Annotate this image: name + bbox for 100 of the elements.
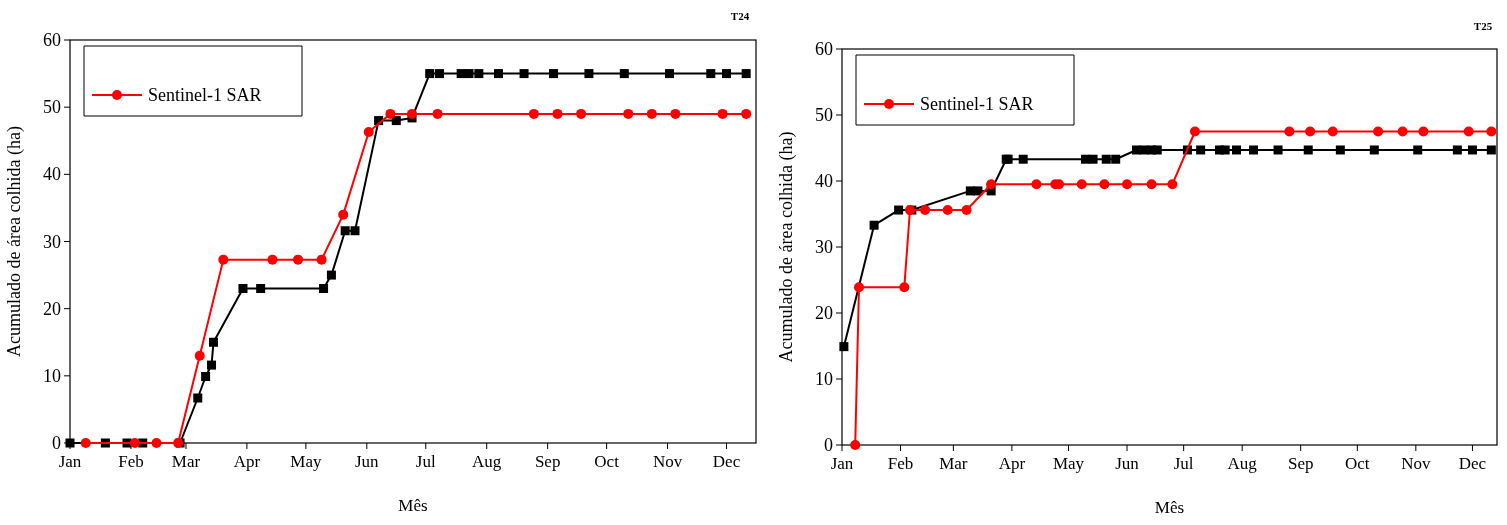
point bbox=[1167, 179, 1178, 190]
x-tick-label: May bbox=[1052, 454, 1085, 473]
x-tick-label: Apr bbox=[998, 454, 1026, 473]
point bbox=[1088, 154, 1098, 164]
y-tick-label: 40 bbox=[815, 171, 833, 191]
point bbox=[208, 337, 218, 347]
y-tick-label: 30 bbox=[43, 231, 61, 252]
x-tick-label: Oct bbox=[1345, 454, 1370, 473]
point bbox=[238, 284, 248, 294]
point bbox=[1369, 145, 1379, 155]
legend-label: Sentinel-1 SAR bbox=[148, 85, 262, 105]
point bbox=[942, 205, 953, 216]
x-tick-label: Jan bbox=[58, 452, 82, 471]
point bbox=[584, 69, 594, 79]
y-tick-label: 20 bbox=[43, 298, 61, 319]
point bbox=[1303, 145, 1313, 155]
x-tick-label: Dec bbox=[712, 452, 741, 471]
point bbox=[151, 438, 162, 448]
point bbox=[1452, 145, 1462, 155]
point bbox=[850, 440, 861, 450]
point bbox=[706, 69, 716, 79]
point bbox=[986, 179, 997, 190]
point bbox=[201, 372, 211, 382]
point bbox=[1189, 126, 1200, 137]
y-tick-label: 40 bbox=[43, 164, 61, 185]
point bbox=[619, 69, 629, 79]
point bbox=[1018, 154, 1028, 164]
point bbox=[1249, 145, 1258, 155]
point bbox=[646, 108, 657, 119]
point bbox=[494, 69, 503, 79]
point bbox=[1273, 145, 1283, 155]
point bbox=[1413, 145, 1423, 155]
x-tick-label: Mar bbox=[171, 452, 201, 471]
point bbox=[839, 342, 849, 352]
y-axis-title: Acumulado de área colhida (ha) bbox=[776, 131, 797, 363]
x-tick-label: Dec bbox=[1458, 454, 1487, 473]
point bbox=[391, 116, 401, 126]
y-tick-label: 10 bbox=[43, 365, 61, 386]
y-tick-label: 20 bbox=[815, 303, 833, 323]
point bbox=[665, 69, 675, 79]
point bbox=[894, 205, 904, 215]
x-tick-label: Apr bbox=[233, 452, 261, 471]
point bbox=[722, 69, 732, 79]
x-tick-label: Aug bbox=[1227, 454, 1258, 473]
point bbox=[340, 226, 350, 236]
point bbox=[363, 127, 374, 138]
y-tick-label: 0 bbox=[52, 433, 61, 453]
x-tick-label: Jul bbox=[1173, 454, 1194, 473]
point bbox=[853, 282, 864, 293]
x-tick-label: Feb bbox=[887, 454, 914, 473]
x-axis-title: Mês bbox=[1154, 498, 1185, 517]
point bbox=[267, 254, 278, 265]
x-tick-label: Oct bbox=[594, 452, 620, 471]
point bbox=[1220, 145, 1230, 155]
legend-label: Sentinel-1 SAR bbox=[920, 94, 1034, 114]
y-axis-title: Acumulado de área colhida (ha) bbox=[4, 126, 25, 357]
point bbox=[193, 393, 203, 403]
point bbox=[316, 254, 327, 265]
point bbox=[319, 284, 329, 294]
y-tick-label: 0 bbox=[824, 435, 833, 455]
point bbox=[519, 69, 529, 79]
point bbox=[1146, 179, 1157, 190]
point bbox=[552, 108, 563, 119]
point bbox=[1111, 154, 1121, 164]
point bbox=[407, 108, 418, 119]
x-tick-label: Jan bbox=[830, 454, 854, 473]
point bbox=[920, 205, 931, 216]
point bbox=[474, 69, 484, 79]
point bbox=[1486, 145, 1496, 155]
point bbox=[385, 108, 396, 119]
point bbox=[741, 108, 752, 119]
point bbox=[218, 254, 229, 265]
y-tick-label: 50 bbox=[815, 105, 833, 125]
point bbox=[194, 350, 205, 361]
point bbox=[1467, 145, 1477, 155]
y-tick-label: 10 bbox=[815, 369, 833, 389]
point bbox=[80, 438, 91, 448]
x-tick-label: May bbox=[290, 452, 322, 471]
point bbox=[973, 186, 983, 196]
point bbox=[1099, 179, 1110, 190]
y-tick-label: 60 bbox=[815, 39, 833, 59]
point bbox=[1463, 126, 1474, 137]
point bbox=[338, 209, 349, 220]
point bbox=[1418, 126, 1429, 137]
point bbox=[432, 108, 443, 119]
y-tick-label: 30 bbox=[815, 237, 833, 257]
point bbox=[1076, 179, 1087, 190]
point bbox=[256, 284, 266, 294]
point bbox=[1335, 145, 1345, 155]
x-axis-title: Mês bbox=[398, 496, 428, 515]
point bbox=[464, 69, 474, 79]
point bbox=[1373, 126, 1384, 137]
point bbox=[435, 69, 445, 79]
chart-title: T24 bbox=[730, 10, 750, 22]
point bbox=[1196, 145, 1206, 155]
point bbox=[528, 108, 539, 119]
point bbox=[869, 220, 879, 230]
point bbox=[1031, 179, 1042, 190]
point bbox=[717, 108, 728, 119]
x-tick-label: Jul bbox=[415, 452, 436, 471]
